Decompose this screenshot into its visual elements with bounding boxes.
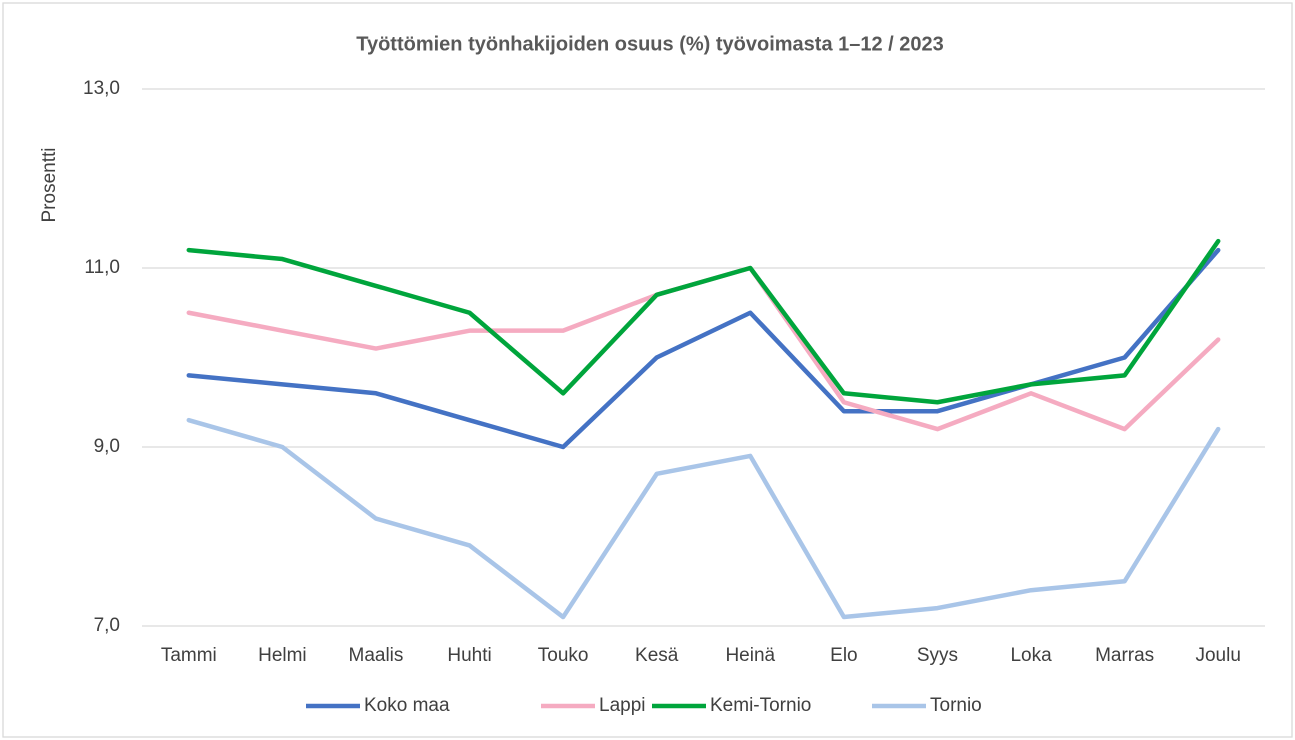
x-tick-label: Helmi [258, 645, 307, 666]
y-tick-label: 13,0 [83, 78, 120, 99]
x-tick-label: Loka [1010, 645, 1052, 666]
y-axis-label: Prosentti [39, 148, 60, 223]
x-tick-label: Marras [1095, 645, 1154, 666]
legend-label: Tornio [930, 695, 982, 716]
x-tick-label: Elo [830, 645, 857, 666]
x-tick-label: Maalis [349, 645, 404, 666]
x-tick-label: Heinä [725, 645, 775, 666]
legend-label: Kemi-Tornio [710, 695, 811, 716]
x-tick-label: Joulu [1195, 645, 1240, 666]
x-tick-label: Touko [538, 645, 589, 666]
series-line [186, 247, 1221, 450]
series-line [186, 238, 1221, 405]
x-tick-label: Syys [917, 645, 958, 666]
y-tick-label: 7,0 [94, 615, 120, 636]
legend-label: Koko maa [364, 695, 450, 716]
y-tick-label: 11,0 [84, 257, 120, 278]
series-line [186, 417, 1221, 620]
chart-title: Työttömien työnhakijoiden osuus (%) työv… [356, 33, 944, 55]
legend-label: Lappi [599, 695, 646, 716]
x-tick-label: Tammi [161, 645, 217, 666]
x-tick-label: Kesä [635, 645, 679, 666]
y-tick-label: 9,0 [94, 436, 120, 457]
x-tick-label: Huhti [447, 645, 491, 666]
